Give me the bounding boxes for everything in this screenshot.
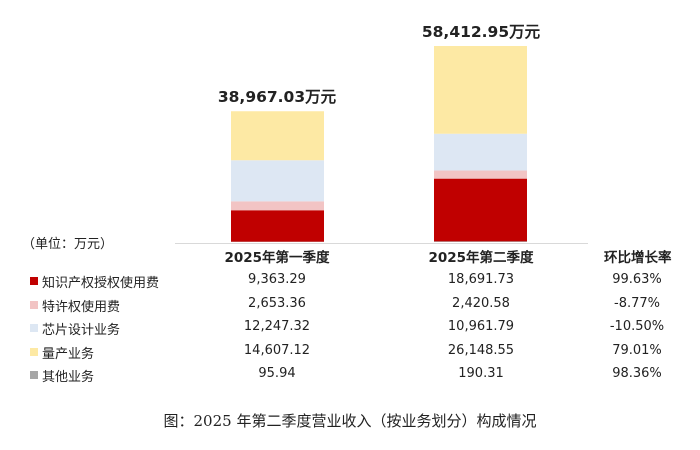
value-chip-design-q1: 12,247.32 xyxy=(243,319,311,334)
bar-ip-license-q2 xyxy=(434,178,527,242)
bar-mass-production-q2 xyxy=(434,46,527,134)
value-ip-license-q1: 9,363.29 xyxy=(248,272,306,287)
value-other-q1: 95.94 xyxy=(258,366,296,381)
growth-chip-design: -10.50% xyxy=(609,319,665,334)
bar-royalty-q2 xyxy=(434,170,527,179)
value-mass-production-q2: 26,148.55 xyxy=(447,342,515,358)
legend-swatch-chip-design xyxy=(30,324,38,332)
figure-caption: 图：2025 年第二季度营业收入（按业务划分）构成情况 xyxy=(163,412,537,430)
value-royalty-q1: 2,653.36 xyxy=(248,295,306,311)
row-label-chip-design: 芯片设计业务 xyxy=(42,323,121,338)
stacked-bars xyxy=(231,46,527,242)
row-label-other: 其他业务 xyxy=(42,370,95,385)
legend-swatch-other xyxy=(30,371,38,379)
growth-other: 98.36% xyxy=(612,366,662,381)
bar-mass-production-q1 xyxy=(231,111,324,161)
value-royalty-q2: 2,420.58 xyxy=(452,295,510,311)
total-label-q2: 58,412.95万元 xyxy=(421,22,541,41)
legend-swatch-ip-license xyxy=(30,277,38,285)
unit-label: （单位：万元） xyxy=(22,237,114,252)
row-label-mass-production: 量产业务 xyxy=(42,346,95,362)
value-other-q2: 190.31 xyxy=(458,366,504,381)
bar-ip-license-q1 xyxy=(231,210,324,242)
total-label-q1: 38,967.03万元 xyxy=(217,88,337,107)
value-chip-design-q2: 10,961.79 xyxy=(447,319,515,334)
bar-other-q2 xyxy=(434,241,527,242)
growth-royalty: -8.77% xyxy=(614,295,660,311)
row-label-ip-license: 知识产权授权使用费 xyxy=(42,276,160,291)
value-ip-license-q2: 18,691.73 xyxy=(447,272,515,287)
row-label-royalty: 特许权使用费 xyxy=(42,299,121,315)
bar-chip-design-q1 xyxy=(231,160,324,202)
bar-royalty-q1 xyxy=(231,201,324,211)
growth-mass-production: 79.01% xyxy=(612,342,662,358)
growth-ip-license: 99.63% xyxy=(612,272,662,287)
category-label-q1: 2025年第一季度 xyxy=(224,250,330,266)
value-mass-production-q1: 14,607.12 xyxy=(243,342,311,358)
bar-chip-design-q2 xyxy=(434,133,527,171)
legend-swatch-royalty xyxy=(30,300,38,309)
growth-header: 环比增长率 xyxy=(604,250,672,266)
legend-swatch-mass-production xyxy=(30,347,38,356)
category-label-q2: 2025年第二季度 xyxy=(428,250,534,266)
